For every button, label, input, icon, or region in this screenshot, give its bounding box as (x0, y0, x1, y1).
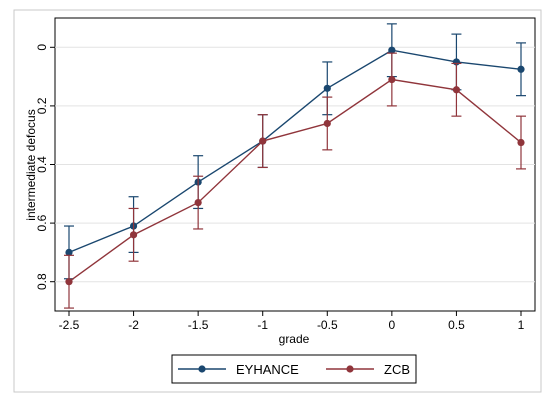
data-point-zcb (259, 137, 267, 145)
legend-swatch-marker-zcb (346, 365, 354, 373)
data-point-zcb (129, 231, 138, 239)
legend-label-zcb: ZCB (384, 362, 410, 377)
x-tick-label: -1.5 (188, 318, 209, 332)
y-tick-label: 0.8 (35, 273, 49, 290)
data-point-zcb (452, 86, 461, 94)
x-tick-label: 1 (518, 318, 525, 332)
series-line-eyhance (68, 49, 522, 254)
legend-item-zcb: ZCB (326, 362, 410, 377)
data-point-zcb (517, 138, 525, 147)
data-point-zcb (194, 198, 202, 207)
x-tick-label: -1 (257, 318, 268, 332)
data-point-zcb (388, 75, 396, 84)
legend: EYHANCE ZCB (171, 354, 417, 384)
y-tick-label: 0.6 (35, 214, 49, 231)
data-point-eyhance (65, 248, 73, 256)
y-tick-label: 0.2 (35, 97, 49, 114)
data-point-eyhance (517, 65, 525, 73)
x-tick-label: -2 (128, 318, 139, 332)
y-tick-label: 0.4 (35, 156, 49, 173)
plot-region-frame (13, 9, 542, 393)
data-point-eyhance (323, 84, 331, 92)
x-tick-label: -0.5 (317, 318, 338, 332)
data-point-eyhance (388, 46, 396, 54)
data-point-zcb (65, 278, 73, 286)
legend-swatch-marker-eyhance (198, 365, 206, 373)
data-point-zcb (323, 119, 331, 128)
legend-label-eyhance: EYHANCE (236, 362, 299, 377)
series-line-zcb (68, 78, 522, 283)
series-zcb (64, 52, 526, 309)
series-layer (64, 23, 526, 309)
x-tick-label: -2.5 (59, 318, 80, 332)
y-axis-title: intermediate defocus (24, 109, 38, 220)
y-tick-label: 0 (35, 44, 49, 51)
x-axis-title: grade (279, 332, 310, 346)
x-tick-label: 0.5 (448, 318, 465, 332)
legend-item-eyhance: EYHANCE (178, 362, 299, 377)
x-tick-label: 0 (389, 318, 396, 332)
x-axis: -2.5 -2 -1.5 -1 -0.5 0 0.5 1 (59, 311, 525, 332)
y-axis: 0 0.2 0.4 0.6 0.8 (35, 44, 55, 290)
